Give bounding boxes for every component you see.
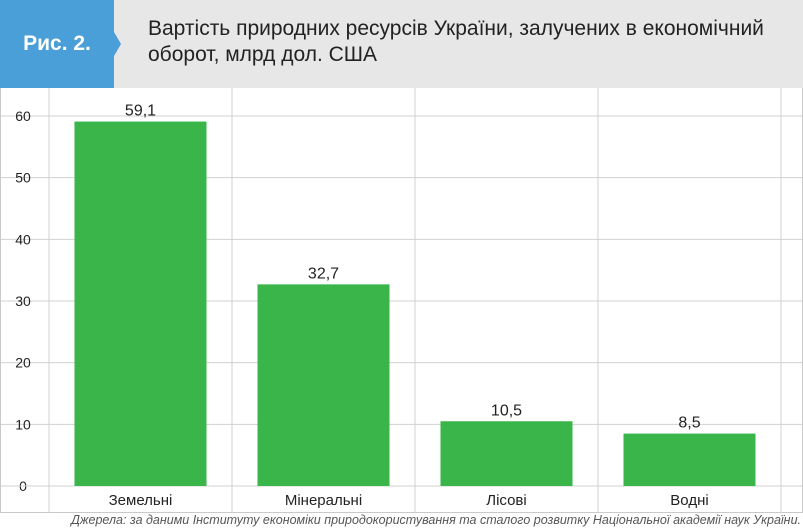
source-note: Джерела: за даними Інституту економіки п… bbox=[71, 513, 801, 527]
y-tick-label: 30 bbox=[15, 293, 31, 309]
bar-2 bbox=[257, 284, 390, 486]
y-tick-label: 60 bbox=[15, 108, 31, 124]
y-tick-label: 50 bbox=[15, 170, 31, 186]
y-tick-label: 40 bbox=[15, 231, 31, 247]
figure-label-shape bbox=[0, 0, 121, 88]
data-label: 10,5 bbox=[491, 402, 522, 419]
bar-3 bbox=[440, 421, 573, 486]
x-tick-label: Земельні bbox=[109, 492, 173, 509]
data-label: 59,1 bbox=[125, 103, 156, 120]
y-tick-label: 10 bbox=[15, 416, 31, 432]
x-tick-label: Лісові bbox=[486, 492, 527, 509]
figure-label: Рис. 2. bbox=[23, 32, 91, 55]
figure-header: Рис. 2. Вартість природних ресурсів Укра… bbox=[0, 0, 803, 88]
data-label: 8,5 bbox=[678, 415, 700, 432]
chart-area: 0 10 20 30 40 50 60 59,1 Земельні 32,7 Мінеральні 1… bbox=[0, 88, 803, 513]
chart-title: Вартість природних ресурсів України, зал… bbox=[148, 17, 764, 66]
x-tick-label: Водні bbox=[670, 492, 708, 509]
bar-1 bbox=[74, 121, 207, 487]
y-tick-label: 20 bbox=[15, 355, 31, 371]
figure-label-badge: Рис. 2. bbox=[0, 0, 121, 88]
x-tick-label: Мінеральні bbox=[285, 492, 362, 509]
bar-4 bbox=[623, 433, 756, 486]
data-label: 32,7 bbox=[308, 265, 339, 282]
